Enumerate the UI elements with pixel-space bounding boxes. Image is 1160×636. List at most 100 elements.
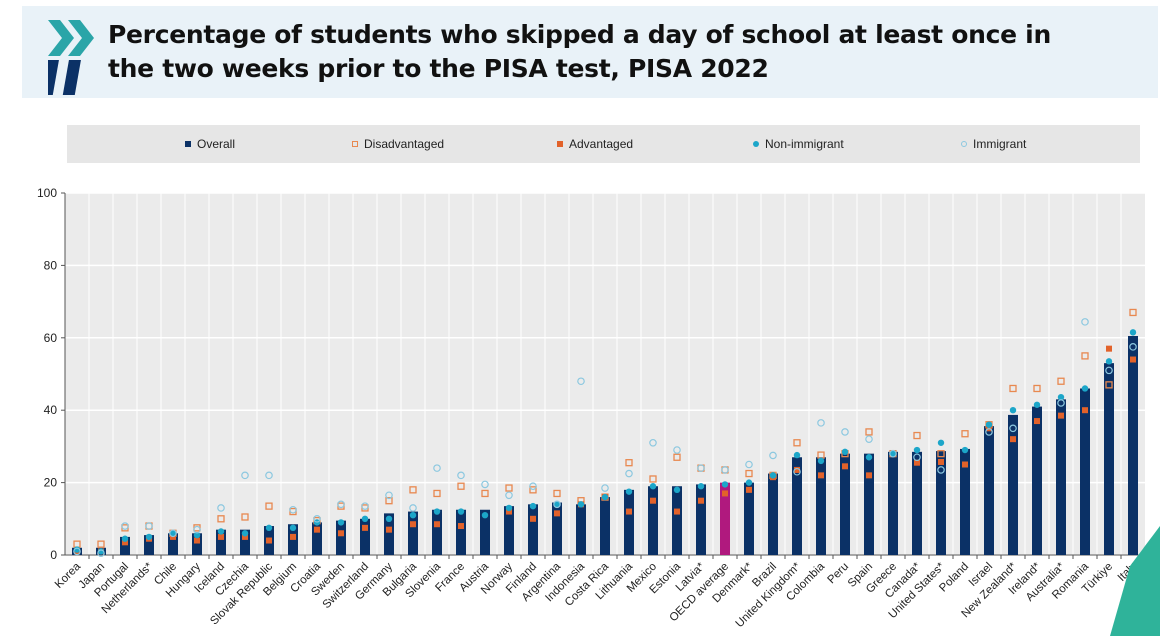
immigrant-marker: [793, 467, 801, 476]
disadvantaged-marker: [625, 459, 633, 467]
bar-indonesia: [576, 504, 586, 555]
bar-new-zealand: [1008, 414, 1018, 555]
disadvantaged-marker: [1057, 377, 1065, 385]
decorative-corner-icon: [1110, 526, 1160, 636]
advantaged-marker: [746, 486, 752, 493]
disadvantaged-marker: [673, 453, 681, 461]
immigrant-marker: [913, 453, 921, 462]
bar-netherlands: [144, 535, 154, 555]
bar-germany: [384, 513, 394, 555]
bar-hungary: [192, 533, 202, 555]
non-immigrant-marker: [553, 501, 561, 508]
immigrant-marker: [97, 549, 105, 557]
immigrant-marker: [577, 377, 585, 386]
advantaged-marker: [626, 508, 632, 515]
disadvantaged-marker: [409, 486, 417, 494]
immigrant-marker: [1105, 366, 1113, 375]
immigrant-marker: [673, 446, 681, 454]
non-immigrant-marker: [577, 501, 585, 508]
bar-chile: [168, 533, 178, 555]
y-tick-label: 40: [44, 403, 58, 417]
disadvantaged-marker: [217, 515, 225, 523]
advantaged-marker: [1106, 345, 1112, 352]
advantaged-marker: [842, 463, 848, 470]
non-immigrant-marker: [169, 530, 177, 537]
non-immigrant-marker: [841, 448, 849, 456]
non-immigrant-marker: [361, 515, 369, 522]
disadvantaged-marker: [865, 428, 873, 436]
non-immigrant-marker: [769, 472, 777, 479]
advantaged-marker: [506, 508, 512, 515]
bar-costa-rica: [600, 497, 610, 555]
immigrant-marker: [121, 522, 129, 530]
non-immigrant-marker: [337, 519, 345, 526]
non-immigrant-marker: [433, 508, 441, 515]
chart-title: Percentage of students who skipped a day…: [108, 18, 1051, 86]
immigrant-marker: [649, 438, 657, 447]
disadvantaged-marker: [1081, 352, 1089, 360]
advantaged-marker: [410, 521, 416, 528]
bar-croatia: [312, 522, 322, 555]
advantaged-marker: [434, 521, 440, 528]
advantaged-marker: [914, 459, 920, 466]
disadvantaged-marker: [433, 489, 441, 498]
non-immigrant-marker: [265, 524, 273, 532]
title-line-2: the two weeks prior to the PISA test, PI…: [108, 54, 769, 83]
disadvantaged-marker: [913, 431, 921, 440]
disadvantaged-marker: [937, 449, 945, 458]
non-immigrant-marker: [241, 530, 249, 537]
bar-peru: [840, 453, 850, 555]
open-square-icon: [352, 141, 358, 147]
legend-immigrant: Immigrant: [961, 137, 1026, 151]
advantaged-marker: [362, 524, 368, 531]
filled-square-icon: [557, 141, 563, 147]
non-immigrant-marker: [193, 531, 201, 539]
immigrant-marker: [625, 469, 633, 478]
disadvantaged-marker: [1105, 381, 1113, 389]
advantaged-marker: [722, 490, 728, 497]
bar-lithuania: [624, 489, 634, 555]
bar-france: [456, 509, 466, 555]
legend-label: Immigrant: [973, 137, 1027, 151]
legend-label: Disadvantaged: [364, 137, 445, 151]
immigrant-marker: [865, 435, 873, 443]
advantaged-marker: [818, 472, 824, 479]
advantaged-marker: [794, 466, 800, 473]
legend-non-immigrant: Non-immigrant: [753, 137, 844, 151]
immigrant-marker: [313, 514, 321, 523]
advantaged-marker: [314, 526, 320, 533]
immigrant-marker: [241, 471, 249, 480]
immigrant-marker: [769, 451, 777, 460]
immigrant-marker: [193, 525, 201, 534]
legend-disadvantaged: Disadvantaged: [352, 137, 444, 151]
bar-greece: [888, 451, 898, 555]
immigrant-marker: [1081, 318, 1089, 326]
non-immigrant-marker: [865, 454, 873, 461]
immigrant-marker: [505, 491, 513, 500]
bar-spain: [864, 453, 874, 555]
advantaged-marker: [218, 533, 224, 540]
non-immigrant-marker: [289, 524, 297, 532]
bar-estonia: [672, 486, 682, 555]
non-immigrant-marker: [121, 535, 129, 542]
bar-ireland: [1032, 406, 1042, 555]
immigrant-marker: [145, 522, 153, 530]
non-immigrant-marker: [1057, 393, 1065, 401]
immigrant-marker: [169, 529, 177, 538]
non-immigrant-marker: [1105, 358, 1113, 365]
legend-label: Advantaged: [569, 137, 634, 151]
advantaged-marker: [1130, 356, 1136, 363]
immigrant-marker: [721, 466, 729, 474]
advantaged-marker: [674, 508, 680, 515]
bar-italy: [1128, 335, 1138, 555]
bar-switzerland: [360, 518, 370, 555]
bar-poland: [960, 448, 970, 555]
immigrant-marker: [817, 419, 825, 427]
disadvantaged-marker: [457, 482, 465, 490]
immigrant-marker: [217, 504, 225, 512]
disadvantaged-marker: [265, 502, 273, 510]
advantaged-marker: [1034, 418, 1040, 425]
non-immigrant-marker: [217, 528, 225, 535]
non-immigrant-marker: [385, 515, 393, 522]
legend-label: Non-immigrant: [765, 137, 844, 151]
